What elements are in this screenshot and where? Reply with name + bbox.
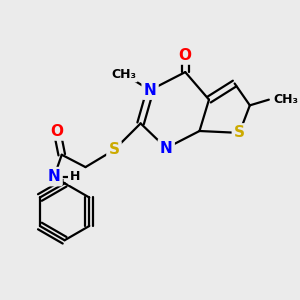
Text: O: O xyxy=(50,124,64,139)
Text: N: N xyxy=(48,169,61,184)
Text: H: H xyxy=(70,170,80,183)
Text: O: O xyxy=(179,47,192,62)
Text: CH₃: CH₃ xyxy=(111,68,136,80)
Text: N: N xyxy=(144,83,157,98)
Text: CH₃: CH₃ xyxy=(274,93,298,106)
Text: N: N xyxy=(160,141,172,156)
Text: S: S xyxy=(109,142,119,158)
Text: S: S xyxy=(234,125,245,140)
